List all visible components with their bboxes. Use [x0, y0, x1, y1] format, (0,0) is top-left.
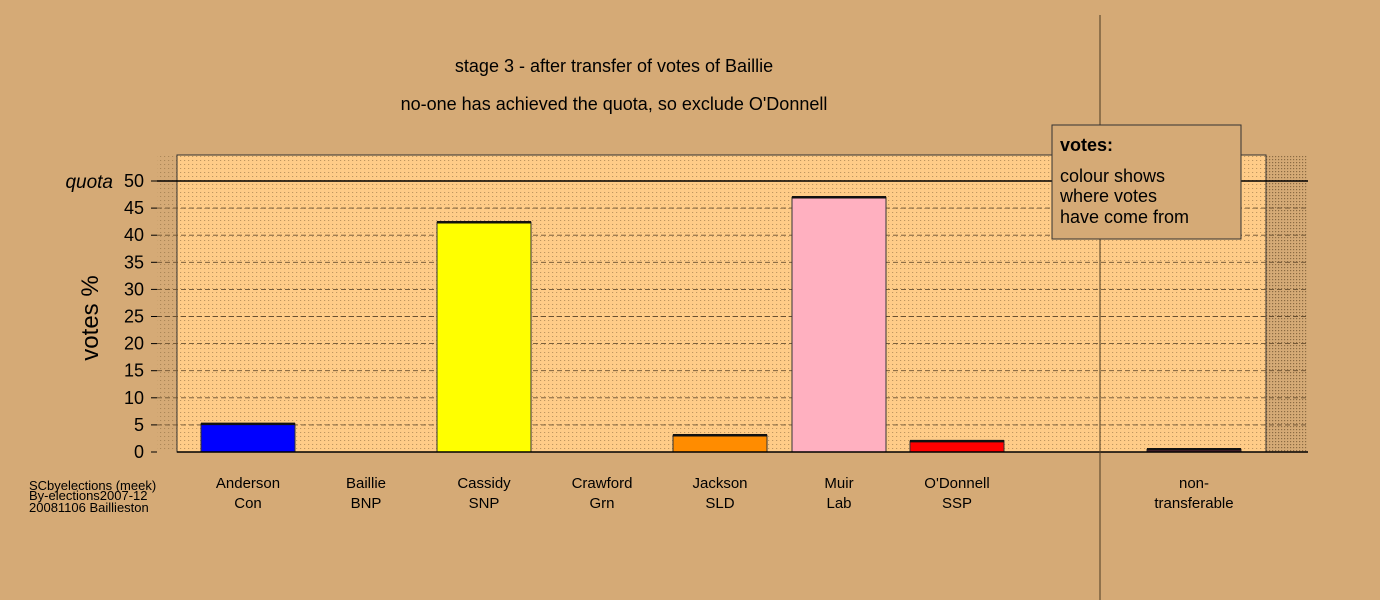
- right-margin-strip: [1266, 155, 1308, 452]
- footer-line-3: 20081106 Baillieston: [29, 500, 149, 515]
- y-tick-label: 10: [124, 388, 144, 408]
- x-tick-party-label: Grn: [589, 495, 614, 512]
- legend-line-2: where votes: [1059, 186, 1157, 206]
- x-tick-label: Crawford: [572, 475, 633, 492]
- y-tick-label: 45: [124, 198, 144, 218]
- left-margin-strip: [157, 155, 177, 452]
- footer-line-1: SCbyelections (meek): [29, 478, 156, 493]
- x-tick-party-label: transferable: [1154, 495, 1233, 512]
- y-tick-label: 50: [124, 171, 144, 191]
- y-tick-label: 20: [124, 334, 144, 354]
- x-tick-party-label: SLD: [705, 495, 734, 512]
- y-tick-label: 5: [134, 415, 144, 435]
- x-tick-party-label: Lab: [826, 495, 851, 512]
- bar: [200, 423, 296, 453]
- x-tick-label: Jackson: [692, 475, 747, 492]
- bars: [200, 196, 1242, 453]
- y-tick-label: 25: [124, 307, 144, 327]
- quota-label: quota: [65, 172, 113, 193]
- bar: [909, 440, 1005, 453]
- y-axis-label: votes %: [77, 275, 104, 360]
- x-tick-party-label: Con: [234, 495, 262, 512]
- x-tick-label: Muir: [824, 475, 853, 492]
- x-tick-party-label: SNP: [469, 495, 500, 512]
- y-tick-label: 15: [124, 361, 144, 381]
- legend-title: votes:: [1060, 135, 1113, 155]
- y-tick-label: 30: [124, 279, 144, 299]
- legend-line-3: have come from: [1060, 207, 1189, 227]
- footer-credits: SCbyelections (meek) By-elections2007-12…: [29, 478, 156, 515]
- x-tick-party-label: BNP: [351, 495, 382, 512]
- bar: [791, 196, 887, 453]
- y-tick-label: 40: [124, 225, 144, 245]
- bar: [672, 434, 768, 453]
- x-tick-label: Cassidy: [457, 475, 511, 492]
- y-tick-label: 35: [124, 252, 144, 272]
- x-tick-party-label: SSP: [942, 495, 972, 512]
- legend-box: [1051, 124, 1242, 240]
- y-tick-label: 0: [134, 442, 144, 462]
- legend: votes: colour shows where votes have com…: [1051, 124, 1242, 240]
- x-tick-label: Anderson: [216, 475, 280, 492]
- x-axis-labels: Anderson Con Baillie BNP Cassidy SNP Crawford G…: [216, 475, 1234, 512]
- x-tick-label: Baillie: [346, 475, 386, 492]
- bar: [436, 221, 532, 453]
- footer-line-2: By-elections2007-12: [29, 488, 148, 503]
- y-axis: 0 5 10 15 20 25 30 35 40 45 50: [124, 171, 157, 462]
- x-tick-label: non-: [1179, 475, 1209, 492]
- x-tick-label: O'Donnell: [924, 475, 989, 492]
- legend-line-1: colour shows: [1060, 166, 1165, 186]
- chart-subtitle: no-one has achieved the quota, so exclud…: [401, 94, 828, 114]
- chart-title: stage 3 - after transfer of votes of Bai…: [455, 56, 773, 76]
